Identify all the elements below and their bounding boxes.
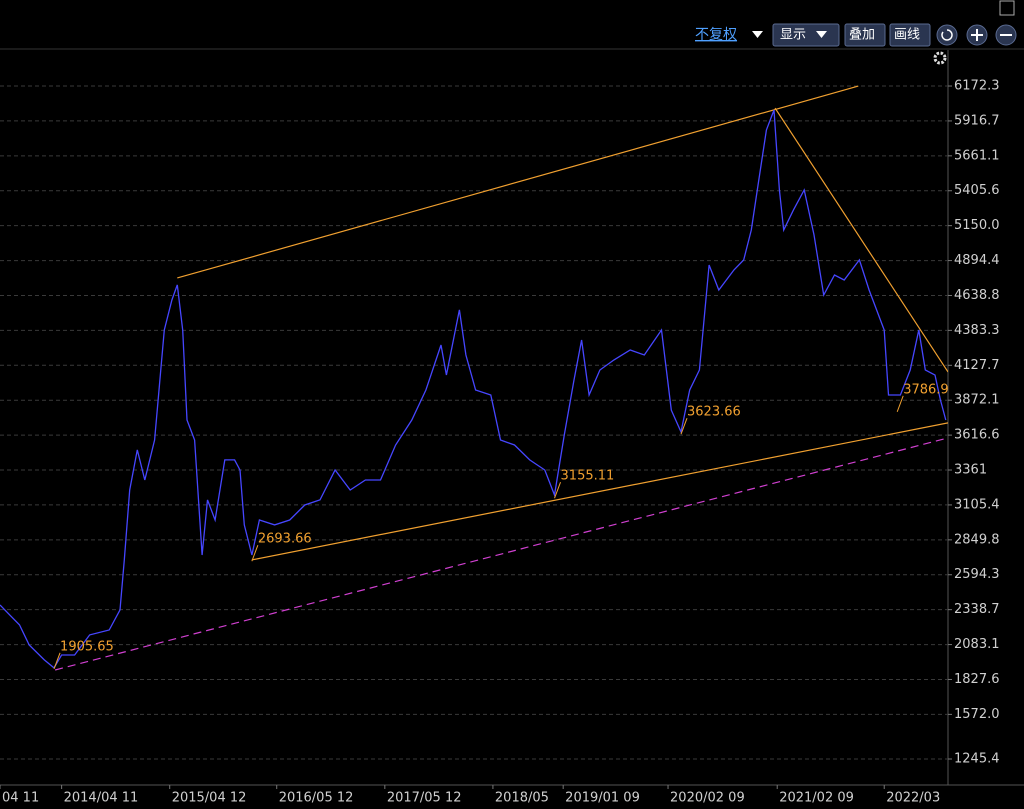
x-tick-label: 2014/04 11 <box>64 791 139 806</box>
refresh-icon <box>941 29 953 41</box>
y-tick-label: 4127.7 <box>954 358 1000 373</box>
y-tick-label: 3872.1 <box>954 393 1000 408</box>
x-tick-label: 2016/05 12 <box>279 791 354 806</box>
y-tick-label: 1572.0 <box>954 707 1000 722</box>
x-tick-label: 2020/02 09 <box>670 791 745 806</box>
trend-line <box>177 85 859 279</box>
dropdown-arrow[interactable] <box>816 31 827 38</box>
y-tick-label: 5405.6 <box>954 183 1000 198</box>
low-label: 2693.66 <box>258 532 312 547</box>
y-tick-label: 1827.6 <box>954 672 1000 687</box>
trend-line <box>54 437 948 671</box>
x-tick-label: 2015/04 12 <box>172 791 247 806</box>
display-button[interactable] <box>772 23 840 47</box>
y-tick-label: 4383.3 <box>954 323 1000 338</box>
y-tick-label: 4894.4 <box>954 253 1000 268</box>
y-tick-label: 2338.7 <box>954 602 1000 617</box>
price-line <box>0 109 947 669</box>
x-tick-label: 2018/05 <box>495 791 549 806</box>
y-tick-label: 3616.6 <box>954 428 1000 443</box>
x-tick-label: 2019/01 09 <box>565 791 640 806</box>
adjust-link[interactable]: 不复权 <box>695 26 737 43</box>
window-icon[interactable] <box>999 0 1015 16</box>
overlay-button[interactable] <box>844 23 886 47</box>
low-marker <box>53 652 61 669</box>
plus-icon <box>971 29 983 41</box>
x-tick-label: 2022/03 <box>886 791 940 806</box>
settings-icon[interactable] <box>933 51 947 65</box>
y-tick-label: 2849.8 <box>954 532 1000 547</box>
low-marker <box>251 544 259 562</box>
dropdown-arrow[interactable] <box>752 31 763 38</box>
y-tick-label: 3361 <box>954 463 987 478</box>
low-label: 1905.65 <box>60 639 114 654</box>
low-marker <box>896 395 904 413</box>
y-tick-label: 2594.3 <box>954 567 1000 582</box>
low-label: 3786.9 <box>903 382 949 397</box>
trend-line <box>774 107 948 373</box>
x-tick-label: 04 11 <box>2 791 39 806</box>
low-label: 3155.11 <box>561 469 615 484</box>
y-tick-label: 5916.7 <box>954 113 1000 128</box>
y-tick-label: 5661.1 <box>954 148 1000 163</box>
overlay-label[interactable]: 叠加 <box>849 28 875 43</box>
y-tick-label: 5150.0 <box>954 218 1000 233</box>
x-tick-label: 2017/05 12 <box>387 791 462 806</box>
refresh-button[interactable] <box>936 24 958 46</box>
low-label: 3623.66 <box>687 405 741 420</box>
display-label[interactable]: 显示 <box>780 28 806 43</box>
y-tick-label: 3105.4 <box>954 497 1000 512</box>
y-tick-label: 6172.3 <box>954 79 1000 94</box>
trend-line <box>251 422 948 561</box>
draw-button[interactable] <box>889 23 931 47</box>
y-tick-label: 1245.4 <box>954 751 1000 766</box>
x-tick-label: 2021/02 09 <box>779 791 854 806</box>
low-marker <box>680 417 688 435</box>
draw-label[interactable]: 画线 <box>894 28 920 43</box>
plot-area: 1905.65 2693.66 3155.11 3623.66 3786.9 <box>0 85 949 760</box>
low-marker <box>554 481 561 499</box>
y-tick-label: 2083.1 <box>954 637 1000 652</box>
y-tick-label: 4638.8 <box>954 288 1000 303</box>
